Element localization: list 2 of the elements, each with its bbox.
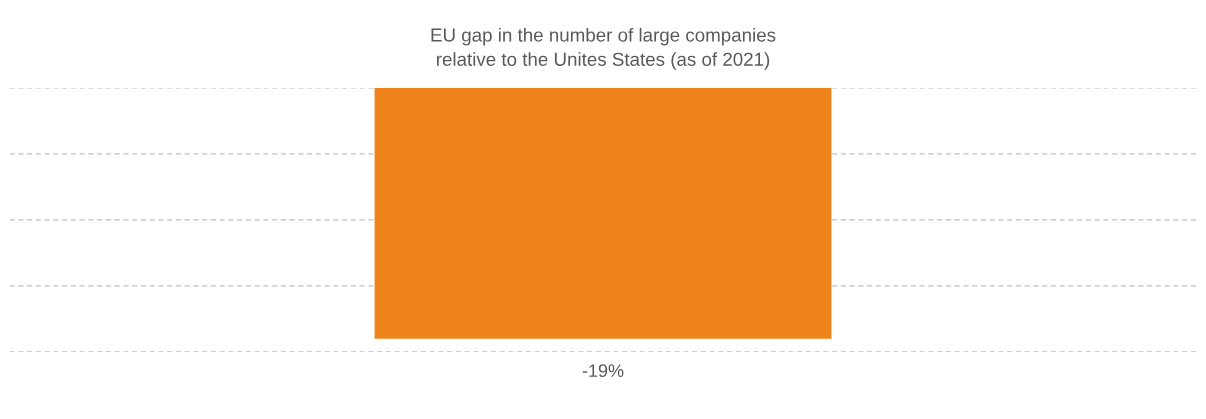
chart-title: EU gap in the number of large companies relative to the Unites States (as of 2021) xyxy=(431,27,776,70)
data-label: -19% xyxy=(582,364,624,378)
